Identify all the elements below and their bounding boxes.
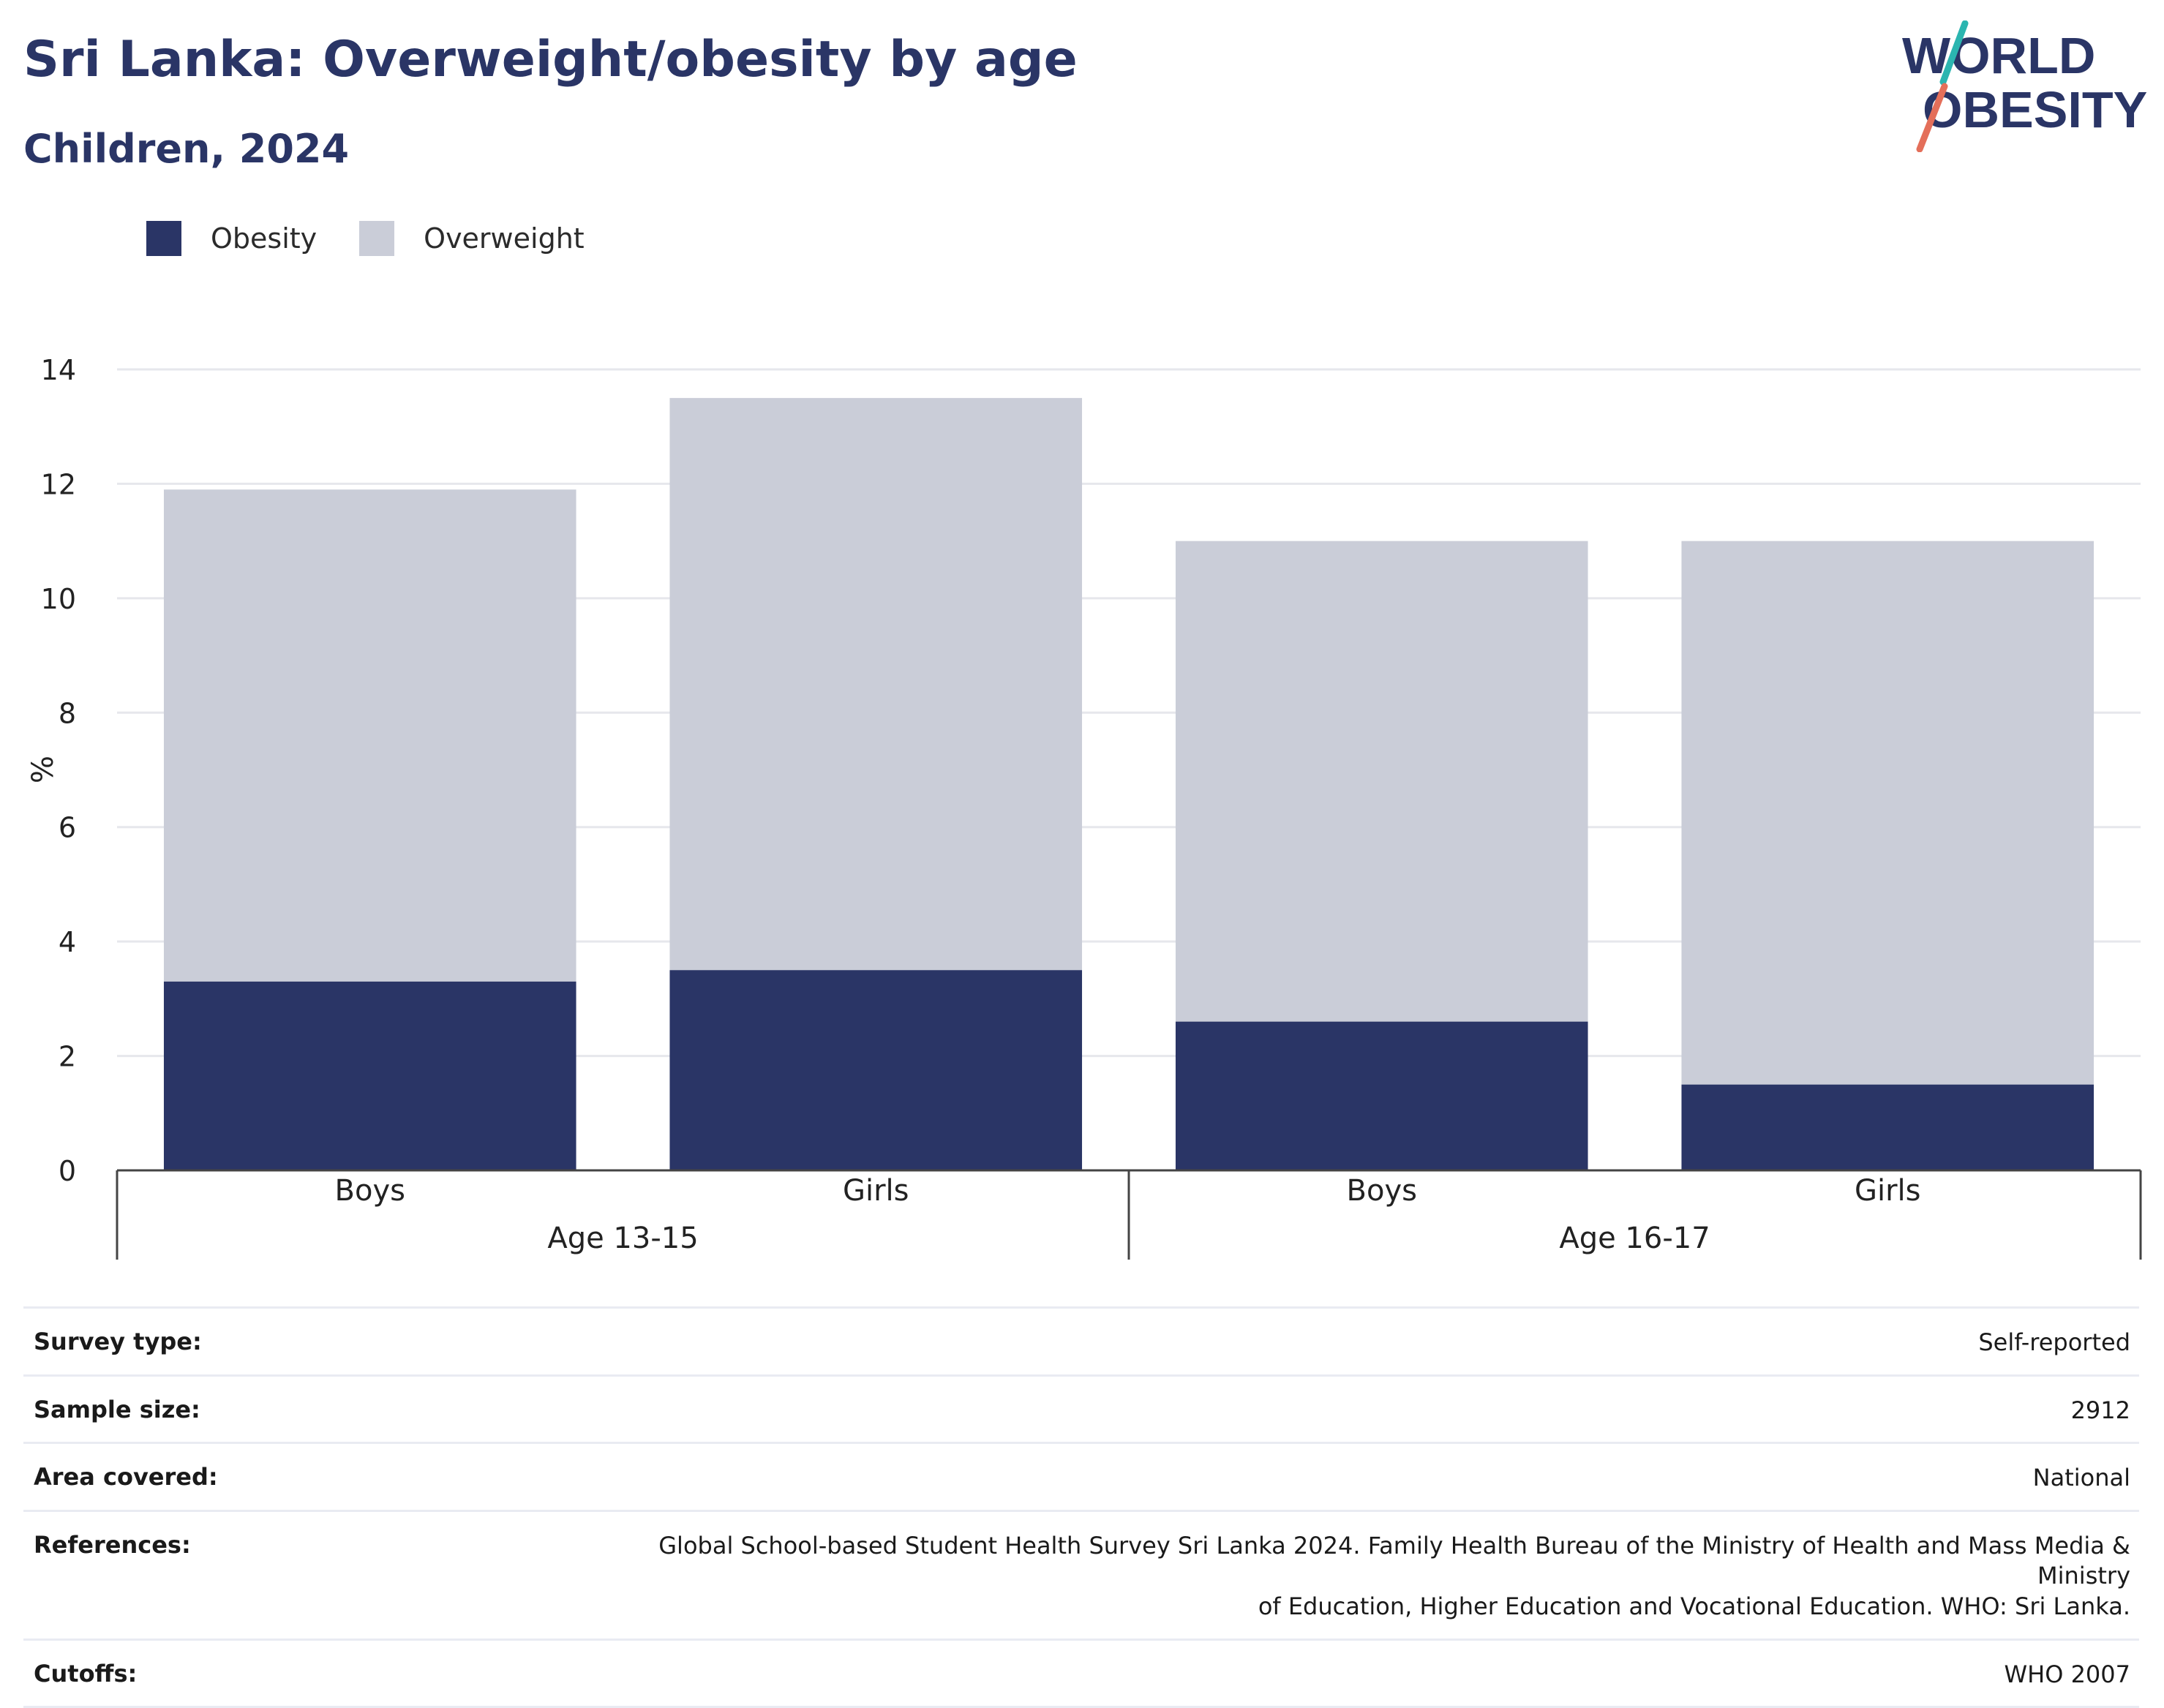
bar-overweight xyxy=(669,398,1083,971)
y-tick-label: 12 xyxy=(41,468,76,500)
chart-legend: Obesity Overweight xyxy=(146,219,627,257)
info-value-sample-size: 2912 xyxy=(2070,1396,2130,1424)
chart-title: Sri Lanka: Overweight/obesity by age xyxy=(23,31,1078,89)
bar-obesity xyxy=(1175,1021,1588,1170)
y-tick-label: 14 xyxy=(41,354,76,386)
info-row-sample-size: Sample size: 2912 xyxy=(23,1374,2139,1442)
legend-swatch-obesity xyxy=(146,221,181,256)
y-tick-label: 4 xyxy=(59,926,76,958)
bar-obesity xyxy=(669,970,1083,1170)
y-tick-label: 0 xyxy=(59,1155,76,1187)
legend-item-overweight: Overweight xyxy=(359,221,585,256)
x-category-label: Boys xyxy=(335,1174,405,1208)
bar-obesity xyxy=(163,981,576,1170)
world-obesity-logo: WORLD OBESITY xyxy=(1902,20,2147,152)
y-tick-label: 2 xyxy=(59,1041,76,1073)
info-key-references: References: xyxy=(34,1530,191,1559)
info-value-references: Global School-based Student Health Surve… xyxy=(579,1531,2130,1622)
info-key-survey-type: Survey type: xyxy=(34,1328,202,1355)
info-key-sample-size: Sample size: xyxy=(34,1395,200,1423)
references-line-1: Global School-based Student Health Surve… xyxy=(658,1531,2130,1590)
references-line-2: of Education, Higher Education and Vocat… xyxy=(1258,1592,2130,1620)
legend-label-overweight: Overweight xyxy=(424,222,585,255)
info-row-survey-type: Survey type: Self-reported xyxy=(23,1306,2139,1374)
x-category-label: Girls xyxy=(1855,1174,1921,1208)
bar-overweight xyxy=(1175,541,1588,1022)
info-key-cutoffs: Cutoffs: xyxy=(34,1659,138,1688)
y-tick-label: 8 xyxy=(59,697,76,729)
stacked-bar-chart: 0 2 4 6 8 10 12 14% Boys Girls Boys Girls Age 13-15 A… xyxy=(26,354,2142,1260)
x-category-label: Boys xyxy=(1347,1174,1417,1208)
y-tick-label: 10 xyxy=(41,583,76,615)
x-group-label: Age 16-17 xyxy=(1559,1222,1710,1255)
info-value-area-covered: National xyxy=(2032,1464,2130,1492)
x-group-label: Age 13-15 xyxy=(547,1222,698,1255)
info-row-cutoffs: Cutoffs: WHO 2007 xyxy=(23,1638,2139,1708)
svg-text:WORLD: WORLD xyxy=(1902,27,2095,84)
info-row-area-covered: Area covered: National xyxy=(23,1442,2139,1510)
info-value-cutoffs: WHO 2007 xyxy=(2004,1660,2131,1688)
info-value-survey-type: Self-reported xyxy=(1978,1328,2130,1356)
info-row-references: References: Global School-based Student … xyxy=(23,1509,2139,1639)
survey-info-table: Survey type: Self-reported Sample size: … xyxy=(23,1306,2139,1708)
chart-subtitle: Children, 2024 xyxy=(23,126,350,172)
bar-overweight xyxy=(163,489,576,982)
x-category-label: Girls xyxy=(843,1174,909,1208)
y-tick-label: 6 xyxy=(59,812,76,844)
bar-overweight xyxy=(1681,541,2095,1085)
legend-label-obesity: Obesity xyxy=(211,222,318,255)
svg-text:OBESITY: OBESITY xyxy=(1923,81,2147,138)
legend-item-obesity: Obesity xyxy=(146,221,317,256)
legend-swatch-overweight xyxy=(359,221,395,256)
bar-obesity xyxy=(1681,1084,2095,1170)
y-axis-label: % xyxy=(26,756,60,783)
info-key-area-covered: Area covered: xyxy=(34,1463,218,1491)
